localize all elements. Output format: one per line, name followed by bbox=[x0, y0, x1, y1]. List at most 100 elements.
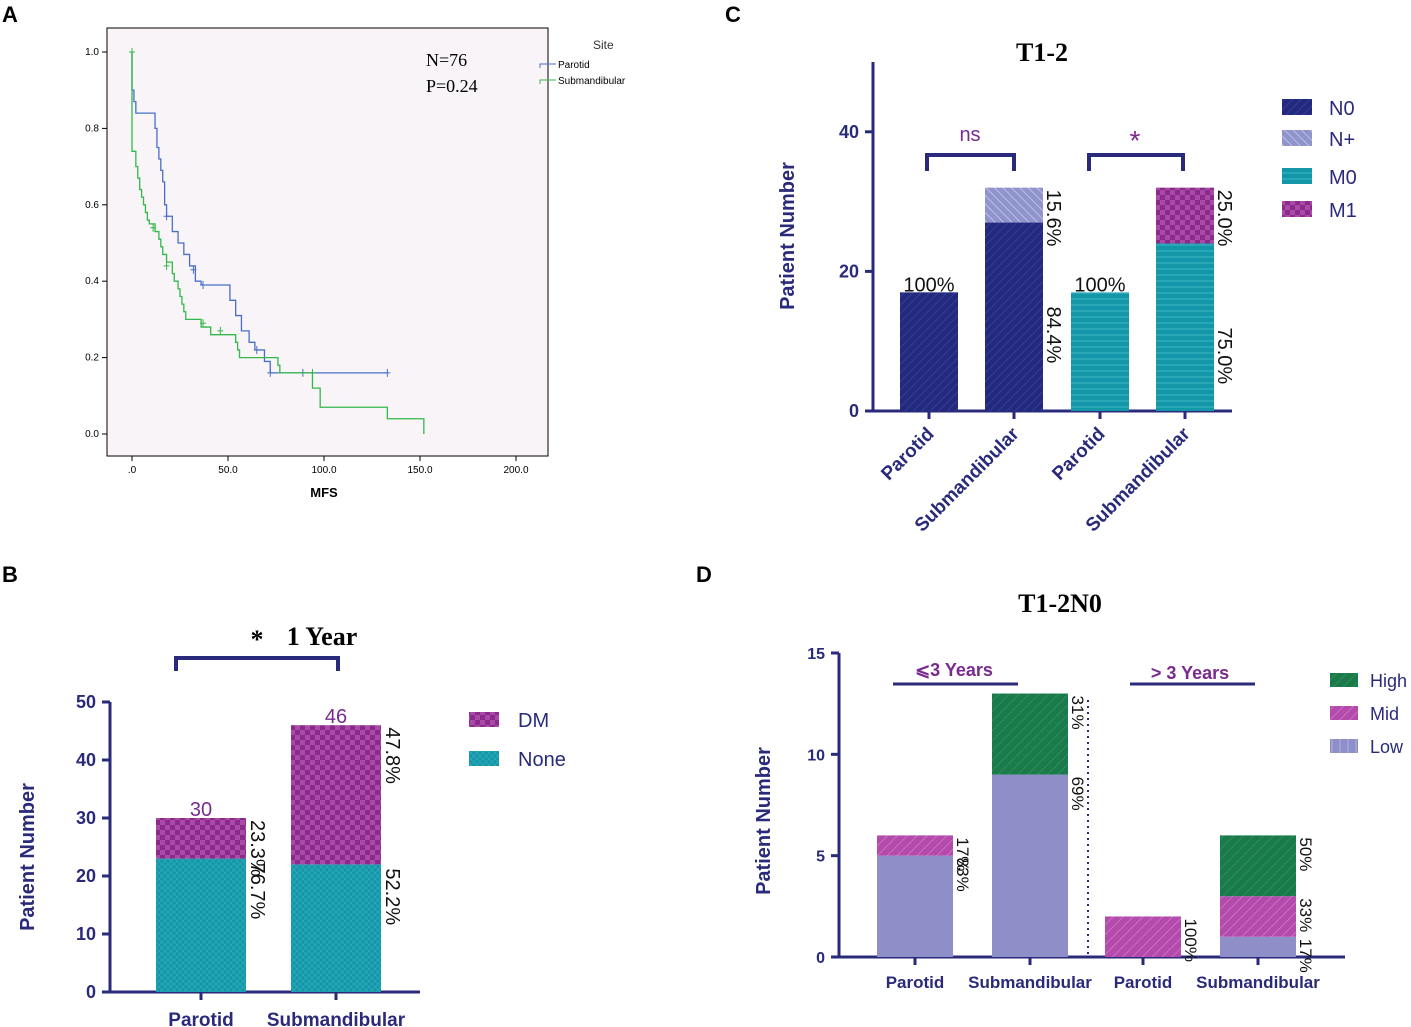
km-legend-swatch-parotid bbox=[539, 63, 556, 68]
km-censor-mark bbox=[163, 261, 170, 270]
c-pct-label: 100% bbox=[903, 274, 954, 296]
km-censor-mark bbox=[384, 368, 391, 377]
panel-a-km-plot: .0 50.0 100.0 150.0 200.00.00.20.40.60.81.0 … bbox=[85, 27, 626, 500]
c-legend-nplus: N+ bbox=[1329, 129, 1355, 151]
c-bar-m0 bbox=[1156, 243, 1214, 411]
d-pct-low: 83% bbox=[953, 858, 972, 892]
d-legend-swatch-low bbox=[1330, 739, 1358, 753]
km-censor-mark bbox=[253, 345, 260, 354]
d-category-label: Submandibular bbox=[968, 973, 1092, 992]
km-annotation-n: N=76 bbox=[426, 50, 467, 70]
km-censor-mark bbox=[163, 212, 170, 221]
d-pct-low: 69% bbox=[1068, 777, 1087, 811]
km-censor-mark bbox=[200, 281, 207, 290]
b-category-label: Parotid bbox=[168, 1010, 233, 1027]
d-pct-high: 50% bbox=[1296, 837, 1315, 871]
b-category-label: Submandibular bbox=[267, 1010, 406, 1027]
km-legend-swatch-submandibular bbox=[539, 79, 556, 84]
d-y-tick-label: 10 bbox=[807, 747, 825, 764]
c-y-tick-label: 20 bbox=[839, 261, 859, 281]
c-category-label: Parotid bbox=[877, 424, 938, 485]
km-censor-mark bbox=[129, 48, 135, 56]
panel-letter-b: B bbox=[2, 562, 18, 587]
km-curve-parotid bbox=[131, 52, 388, 374]
panel-d-bar-chart: T1-2N0 Patient Number 0 5 10 15 Parotid Subma… bbox=[753, 589, 1407, 992]
panel-letter-c: C bbox=[725, 2, 741, 27]
d-bar-mid bbox=[877, 835, 953, 856]
b-y-tick-label: 0 bbox=[86, 982, 96, 1002]
d-legend-high: High bbox=[1370, 671, 1407, 691]
km-plot-area bbox=[106, 27, 549, 457]
b-significance-text: 1 Year bbox=[287, 622, 358, 651]
d-y-tick-label: 0 bbox=[816, 950, 825, 967]
b-y-tick-label: 20 bbox=[76, 866, 96, 886]
d-group-label-1: ⩽3 Years bbox=[915, 660, 993, 680]
c-bar-n0 bbox=[985, 222, 1043, 411]
km-y-tick-label: 0.0 bbox=[85, 429, 99, 440]
b-legend-none: None bbox=[518, 749, 566, 771]
km-censor-mark bbox=[150, 223, 157, 232]
km-y-tick-label: 0.4 bbox=[85, 276, 99, 287]
km-curve-submandibular bbox=[131, 52, 425, 434]
c-legend-m0: M0 bbox=[1329, 167, 1357, 189]
d-bar-low bbox=[1220, 936, 1296, 957]
d-y-tick-label: 15 bbox=[807, 646, 825, 663]
b-total-label: 46 bbox=[325, 706, 347, 728]
d-y-tick-label: 5 bbox=[816, 849, 825, 866]
d-bar-high bbox=[1220, 835, 1296, 897]
km-x-tick-label: 50.0 bbox=[218, 465, 238, 476]
c-significance-star: * bbox=[1130, 125, 1141, 156]
c-legend-swatch-nplus bbox=[1282, 130, 1312, 146]
km-x-axis-label: MFS bbox=[310, 485, 338, 500]
b-significance-star: * bbox=[251, 625, 264, 654]
km-curves bbox=[129, 48, 425, 434]
b-pct-dm: 23.3% bbox=[246, 820, 268, 877]
b-bar-dm bbox=[156, 818, 246, 859]
b-bars: 30 76.7%23.3% 46 52.2% 47.8% bbox=[156, 706, 403, 992]
c-bracket-star bbox=[1087, 153, 1185, 171]
km-y-tick-label: 0.8 bbox=[85, 123, 99, 134]
panel-b-bar-chart: Patient Number 0 10 20 30 40 50 Parotid Submand… bbox=[17, 622, 566, 1027]
d-y-axis-label: Patient Number bbox=[753, 747, 775, 895]
d-pct-low: 17% bbox=[1296, 939, 1315, 973]
c-pct-upper: 15.6% bbox=[1042, 190, 1064, 247]
km-censor-mark bbox=[217, 326, 224, 335]
c-legend-swatch-m0 bbox=[1282, 168, 1312, 184]
d-legend-low: Low bbox=[1370, 737, 1404, 757]
c-bar-n0 bbox=[900, 292, 958, 411]
d-legend-swatch-mid bbox=[1330, 706, 1358, 720]
km-y-tick-label: 0.2 bbox=[85, 353, 99, 364]
km-legend-submandibular: Submandibular bbox=[558, 76, 626, 87]
d-legend-mid: Mid bbox=[1370, 704, 1399, 724]
km-axes: .0 50.0 100.0 150.0 200.0 0.0 0.2 0.4 0.6 0.8 1.0 bbox=[85, 47, 529, 476]
d-bar-low bbox=[877, 855, 953, 957]
b-pct-none: 52.2% bbox=[381, 868, 403, 925]
c-legend-n0: N0 bbox=[1329, 98, 1355, 120]
b-significance-bracket bbox=[174, 656, 340, 671]
b-y-axis-label: Patient Number bbox=[17, 783, 39, 931]
b-bar-none bbox=[291, 864, 381, 992]
panel-letter-a: A bbox=[2, 2, 18, 27]
b-legend-dm: DM bbox=[518, 710, 549, 732]
d-category-label: Submandibular bbox=[1196, 973, 1320, 992]
km-x-tick-label: 200.0 bbox=[503, 465, 528, 476]
b-y-tick-label: 40 bbox=[76, 750, 96, 770]
d-pct-mid: 17% bbox=[953, 837, 972, 871]
c-legend-swatch-m1 bbox=[1282, 201, 1312, 217]
b-y-tick-label: 30 bbox=[76, 808, 96, 828]
panel-letter-d: D bbox=[696, 562, 712, 587]
d-title: T1-2N0 bbox=[1018, 589, 1102, 618]
d-category-label: Parotid bbox=[886, 973, 945, 992]
panel-c-bar-chart: T1-2 Patient Number 02040ParotidSubmandi… bbox=[777, 38, 1357, 536]
km-x-tick-label: 150.0 bbox=[407, 465, 432, 476]
km-censor-mark bbox=[267, 368, 274, 377]
c-bracket-ns bbox=[925, 153, 1016, 171]
c-title: T1-2 bbox=[1016, 38, 1068, 67]
km-y-tick-label: 0.6 bbox=[85, 200, 99, 211]
km-censor-mark bbox=[190, 265, 197, 274]
d-pct-mid: 33% bbox=[1296, 898, 1315, 932]
d-bar-low bbox=[992, 774, 1068, 957]
km-y-tick-label: 1.0 bbox=[85, 47, 99, 58]
b-y-tick-label: 50 bbox=[76, 692, 96, 712]
c-pct-lower: 75.0% bbox=[1213, 327, 1235, 384]
